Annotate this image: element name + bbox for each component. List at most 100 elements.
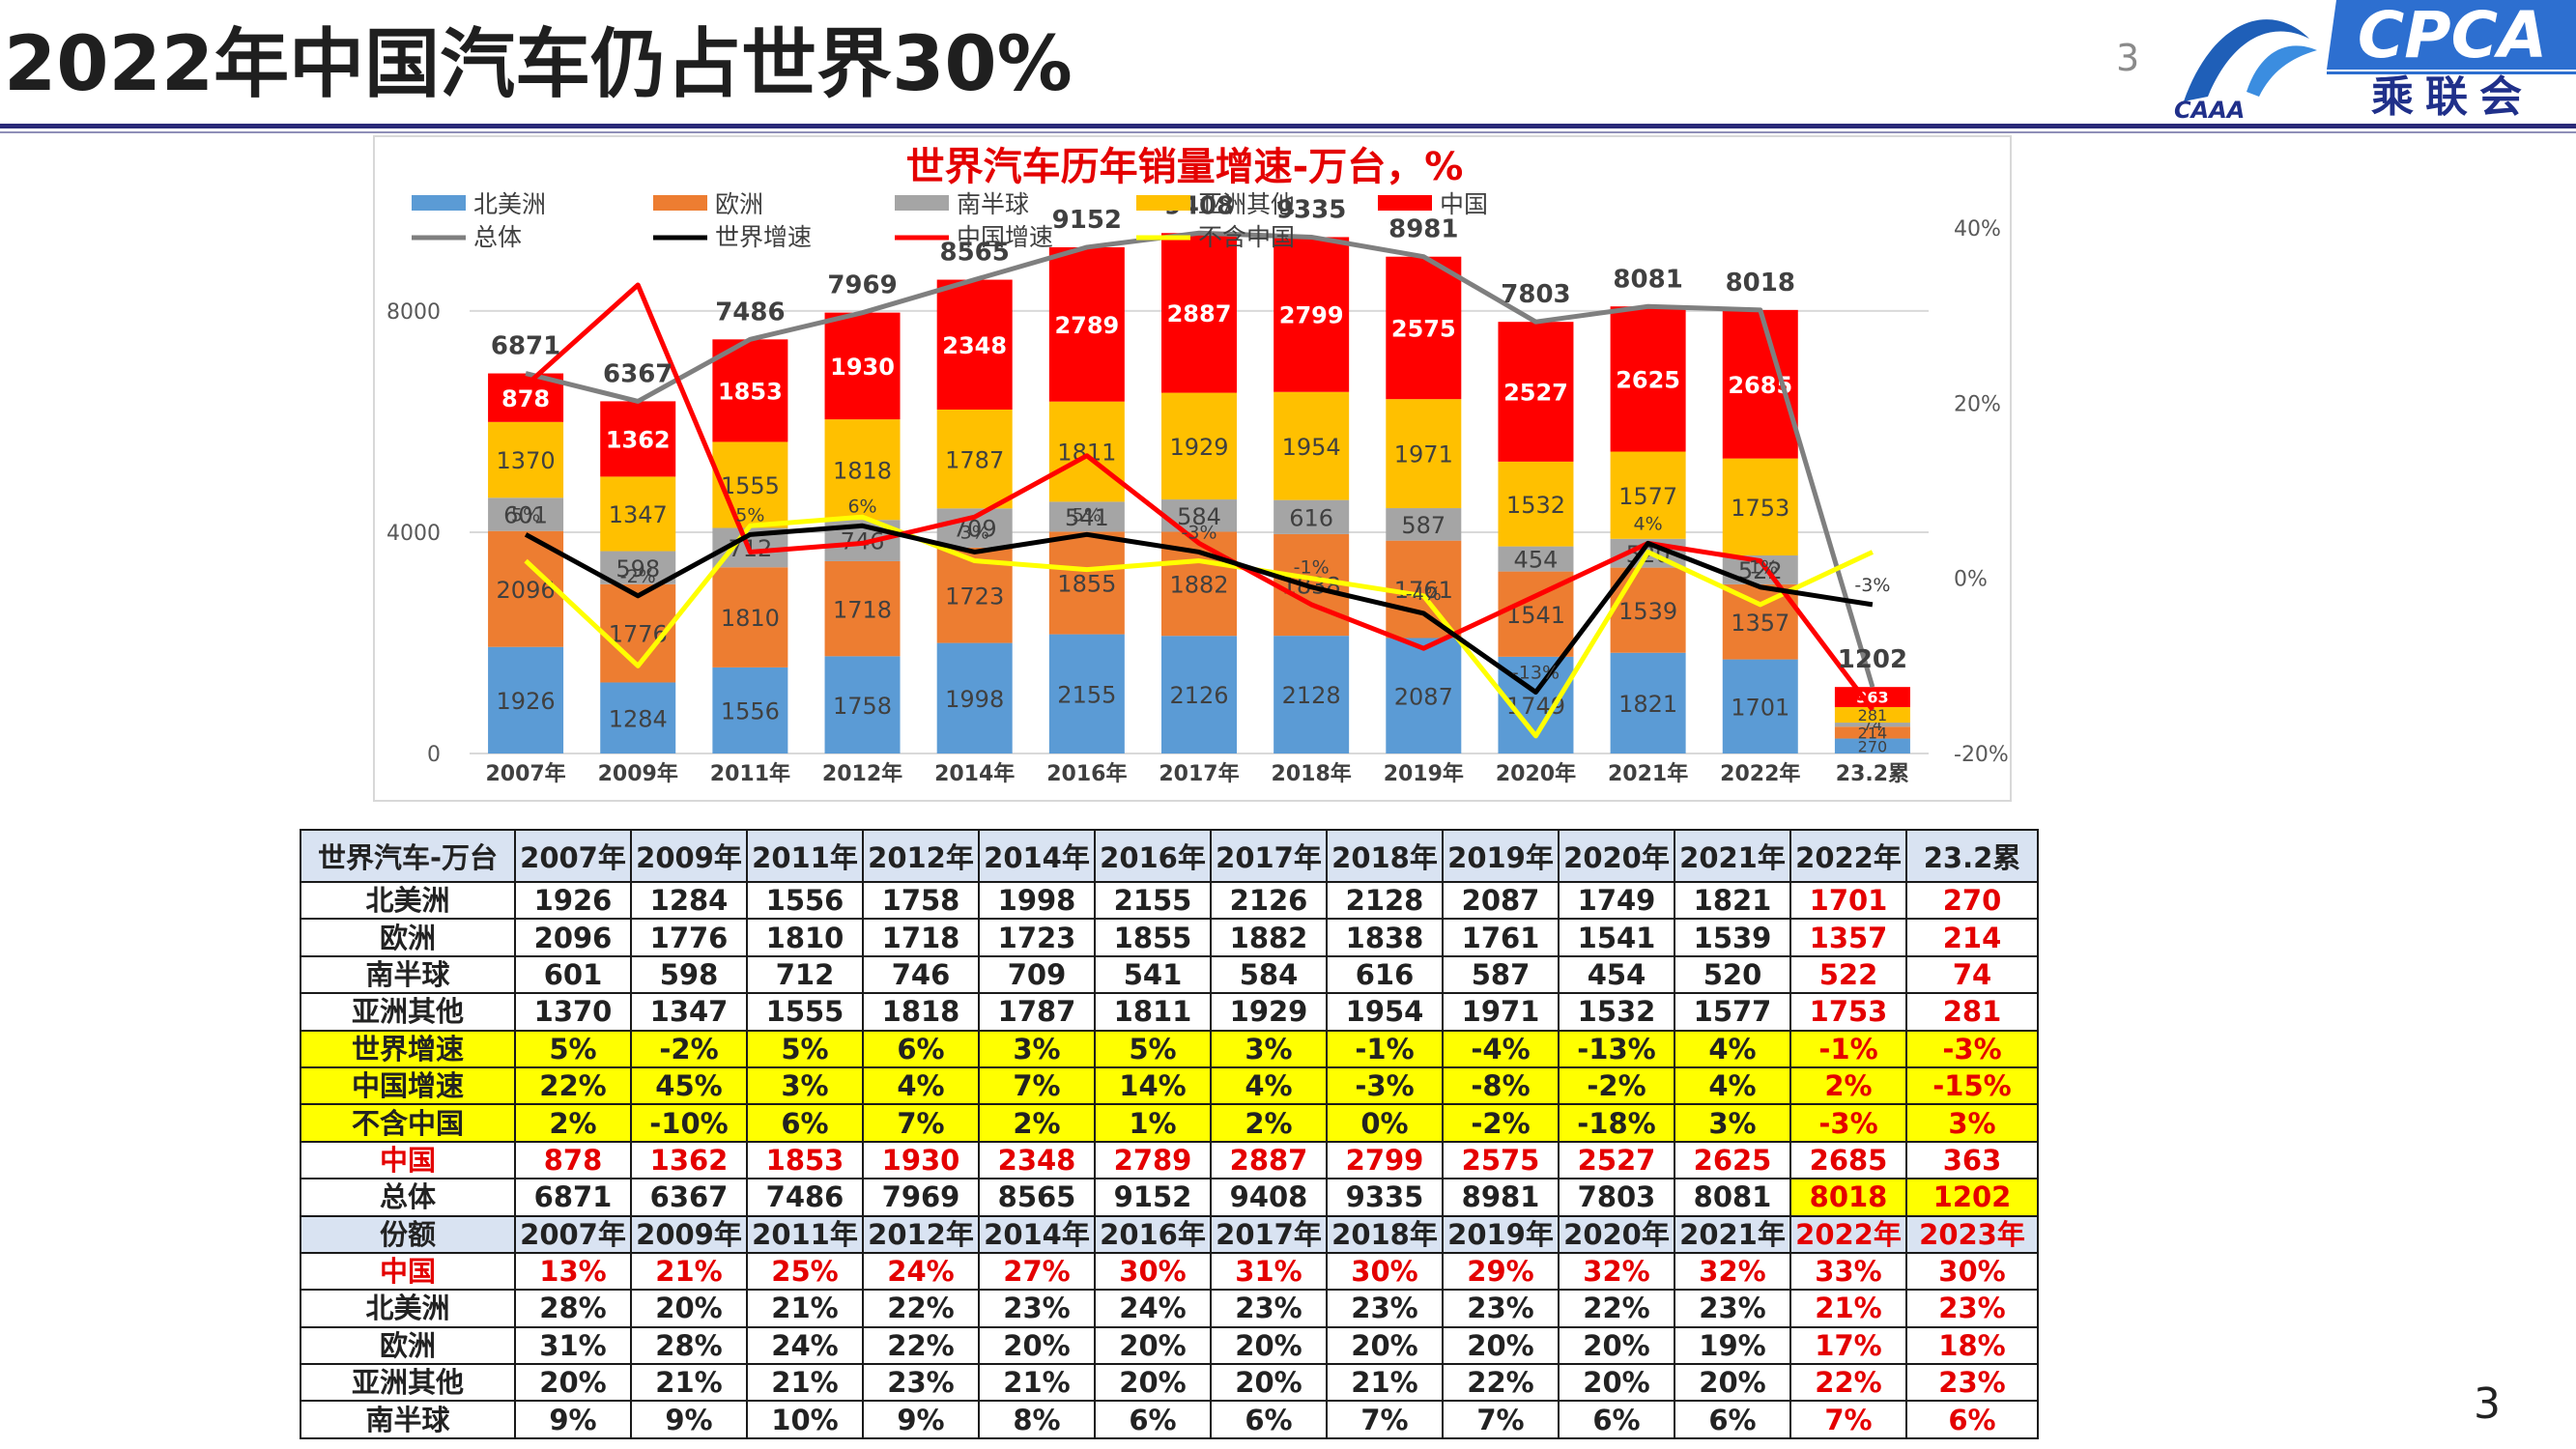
table-cell: 587 <box>1442 954 1560 995</box>
x-tick-label: 2020年 <box>1496 761 1576 786</box>
share-cell: 20% <box>630 1289 748 1328</box>
logo-brand-text: CPCA <box>2357 0 2548 72</box>
share-cell: 28% <box>630 1325 748 1366</box>
x-tick-label: 2021年 <box>1608 761 1688 786</box>
table-cell: 9335 <box>1326 1178 1444 1217</box>
bar-segment <box>936 279 1013 410</box>
bar-segment <box>936 409 1013 509</box>
share-cell: 21% <box>630 1363 748 1403</box>
share-cell: 20% <box>1210 1363 1328 1403</box>
cpca-logo <box>2184 0 2576 101</box>
bar-segment <box>1498 546 1574 572</box>
share-row: 北美洲 28% 20% 21% 22% 23% 24% 23% 23% 23% 22% 23% 21% 2… <box>300 1289 2039 1328</box>
bar-value-label: 1810 <box>721 605 780 632</box>
share-cell: 29% <box>1442 1251 1560 1292</box>
legend-label: 总体 <box>473 223 522 251</box>
world-growth-label: 5% <box>735 504 764 526</box>
bar-segment <box>488 646 564 753</box>
table-header-cell: 2018年 <box>1326 829 1444 883</box>
logo-brand-cn: 乘联会 <box>2371 72 2533 122</box>
table-header-cell: 23.2累 <box>1905 829 2039 883</box>
share-cell: 9% <box>862 1400 980 1439</box>
total-value-label: 8081 <box>1613 265 1682 294</box>
table-cell: 712 <box>746 954 864 995</box>
total-value-label: 7486 <box>715 298 785 327</box>
world-growth-label: -2% <box>620 566 656 587</box>
table-cell: 2126 <box>1210 880 1328 921</box>
share-header-cell: 2014年 <box>978 1214 1096 1254</box>
legend-label: 不含中国 <box>1198 223 1295 251</box>
share-cell: 23% <box>978 1289 1096 1328</box>
share-cell: 20% <box>1210 1325 1328 1366</box>
table-cell: 541 <box>1094 954 1212 995</box>
bar-value-label: 1753 <box>1731 495 1789 522</box>
bar-value-label: 1882 <box>1169 571 1228 598</box>
legend-swatch <box>412 195 466 211</box>
bar-segment <box>1834 726 1910 739</box>
legend-swatch <box>1136 195 1190 211</box>
share-cell: 20% <box>1326 1325 1444 1366</box>
table-cell: 2887 <box>1210 1140 1328 1180</box>
table-cell: 4% <box>1210 1065 1328 1106</box>
x-tick-label: 2009年 <box>598 761 678 786</box>
bar-segment <box>1834 738 1910 753</box>
table-cell: 270 <box>1905 880 2039 921</box>
legend-label: 北美洲 <box>473 190 546 218</box>
bar-segment <box>1161 233 1237 393</box>
table-cell: 1818 <box>862 992 980 1032</box>
bar-segment <box>600 401 676 477</box>
bar-segment <box>1610 567 1686 653</box>
header-rule-thin <box>0 131 2576 133</box>
table-header-cell: 2007年 <box>514 829 632 883</box>
share-header-cell: 2007年 <box>514 1214 632 1254</box>
table-cell: 878 <box>514 1140 632 1180</box>
bar-segment <box>1722 458 1798 555</box>
x-tick-label: 23.2累 <box>1836 762 1909 786</box>
table-header-cell: 2017年 <box>1210 829 1328 883</box>
table-cell: 6% <box>862 1029 980 1068</box>
table-row-label: 亚洲其他 <box>300 992 516 1032</box>
share-cell: 18% <box>1905 1325 2039 1366</box>
table-header-cell: 2020年 <box>1558 829 1675 883</box>
table-cell: 4% <box>862 1065 980 1106</box>
table-cell: 2527 <box>1558 1140 1675 1180</box>
table-cell: 363 <box>1905 1140 2039 1180</box>
table-cell: 3% <box>1210 1029 1328 1068</box>
share-cell: 21% <box>746 1363 864 1403</box>
table-row-label: 总体 <box>300 1178 516 1217</box>
x-tick-label: 2018年 <box>1272 761 1352 786</box>
table-cell: 1556 <box>746 880 864 921</box>
share-cell: 23% <box>1905 1363 2039 1403</box>
share-cell: 9% <box>514 1400 632 1439</box>
bar-value-label: 1926 <box>497 688 556 715</box>
bar-value-label: 2155 <box>1057 681 1116 708</box>
world-growth-label: -1% <box>1294 557 1330 579</box>
share-cell: 7% <box>1442 1400 1560 1439</box>
share-cell: 32% <box>1558 1251 1675 1292</box>
world-growth-label: -13% <box>1512 663 1560 684</box>
share-cell: 20% <box>1442 1325 1560 1366</box>
share-header-row: 份额 2007年 2009年 2011年 2012年 2014年 2016年 2017年 201… <box>300 1214 2039 1254</box>
bar-value-label: 1532 <box>1506 492 1565 519</box>
table-cell: 1555 <box>746 992 864 1032</box>
share-cell: 20% <box>1558 1325 1675 1366</box>
bar-segment <box>1386 399 1462 509</box>
bar-segment <box>600 551 676 584</box>
legend-label: 中国 <box>1440 190 1488 218</box>
world-growth-label: 4% <box>1634 513 1663 534</box>
table-cell: 1853 <box>746 1140 864 1180</box>
share-cell: 6% <box>1905 1400 2039 1439</box>
share-cell: 20% <box>978 1325 1096 1366</box>
share-cell: 13% <box>514 1251 632 1292</box>
page-title: 2022年中国汽车仍占世界30% <box>4 21 1073 108</box>
table-cell: -10% <box>630 1103 748 1143</box>
table-cell: 1810 <box>746 918 864 957</box>
share-header-cell: 2023年 <box>1905 1214 2039 1254</box>
table-cell: -13% <box>1558 1029 1675 1068</box>
table-cell: 1761 <box>1442 918 1560 957</box>
bar-segment <box>1722 309 1798 459</box>
legend-label: 南半球 <box>957 190 1029 218</box>
table-cell: -18% <box>1558 1103 1675 1143</box>
share-header-cell: 2021年 <box>1674 1214 1791 1254</box>
table-cell: 1929 <box>1210 992 1328 1032</box>
